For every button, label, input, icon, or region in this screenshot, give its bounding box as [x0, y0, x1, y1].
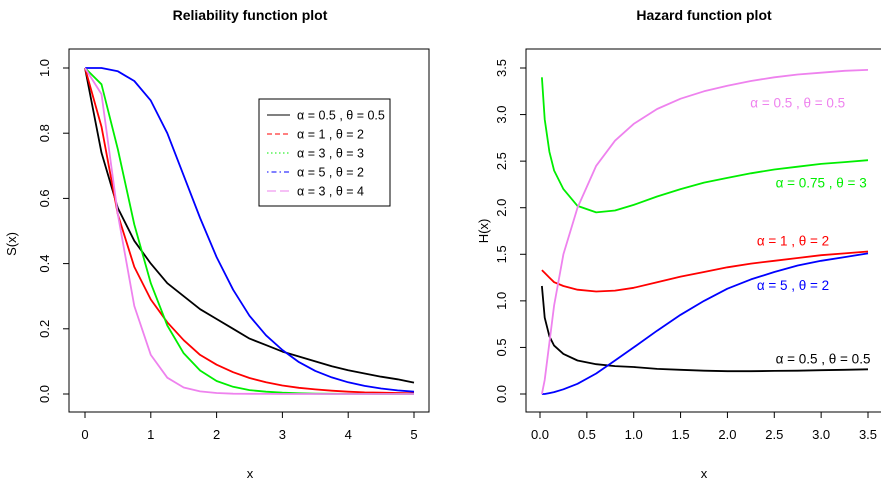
reliability-y-axis-label: S(x): [4, 232, 19, 256]
hazard-annotation-4: α = 5 , θ = 2: [757, 278, 829, 293]
hazard-annotation-1: α = 0.5 , θ = 0.5: [750, 95, 845, 110]
hazard-x-tick-label: 1.0: [625, 427, 643, 442]
hazard-x-tick-label: 0.0: [531, 427, 549, 442]
hazard-y-tick-label: 2.0: [494, 199, 509, 217]
hazard-y-tick-label: 1.0: [494, 292, 509, 310]
reliability-series-line-4: [85, 67, 415, 393]
hazard-y-tick-label: 0.5: [494, 338, 509, 356]
reliability-series-line-2: [84, 67, 415, 395]
hazard-x-tick-label: 2.5: [765, 427, 783, 442]
reliability-x-tick-label: 2: [213, 427, 220, 442]
reliability-y-tick-label: 0.8: [37, 124, 52, 142]
reliability-plot-frame: [68, 48, 430, 413]
hazard-annotation-5: α = 0.5 , θ = 0.5: [776, 352, 871, 367]
hazard-annotation-3: α = 1 , θ = 2: [757, 233, 829, 248]
reliability-series-line-1: [84, 67, 415, 384]
legend-box: [258, 98, 391, 207]
reliability-y-tick-label: 1.0: [37, 59, 52, 77]
hazard-series-line-4: [541, 252, 869, 395]
hazard-x-axis-label: x: [701, 466, 708, 481]
hazard-annotation-2: α = 0.75 , θ = 3: [776, 176, 867, 191]
reliability-x-tick-label: 0: [81, 427, 88, 442]
reliability-y-tick-label: 0.2: [37, 320, 52, 338]
reliability-y-tick-label: 0.4: [37, 255, 52, 273]
hazard-x-tick-label: 0.5: [578, 427, 596, 442]
legend-label-4: α = 5 , θ = 2: [297, 166, 364, 180]
legend-label-2: α = 1 , θ = 2: [297, 128, 364, 142]
reliability-x-tick-label: 4: [345, 427, 352, 442]
legend-label-3: α = 3 , θ = 3: [297, 147, 364, 161]
hazard-series-line-1: [541, 285, 869, 373]
hazard-y-tick-label: 3.5: [494, 59, 509, 77]
reliability-x-tick-label: 3: [279, 427, 286, 442]
reliability-y-tick-label: 0.6: [37, 189, 52, 207]
hazard-y-axis-label: H(x): [476, 219, 491, 244]
legend-label-1: α = 0.5 , θ = 0.5: [297, 109, 385, 123]
hazard-y-tick-label: 3.0: [494, 106, 509, 124]
hazard-x-tick-label: 3.0: [812, 427, 830, 442]
reliability-x-tick-label: 5: [410, 427, 417, 442]
hazard-x-tick-label: 3.5: [859, 427, 877, 442]
hazard-series-line-3: [541, 77, 869, 214]
hazard-y-tick-label: 0.0: [494, 385, 509, 403]
hazard-plot-frame: [525, 48, 881, 413]
reliability-y-tick-label: 0.0: [37, 385, 52, 403]
hazard-y-tick-label: 1.5: [494, 245, 509, 263]
hazard-series-line-2: [541, 250, 869, 293]
reliability-x-axis-label: x: [247, 466, 254, 481]
hazard-x-tick-label: 2.0: [718, 427, 736, 442]
reliability-chart: Reliability function plot x S(x) 0 1 2 3 4 5 0…: [4, 7, 430, 481]
reliability-x-tick-label: 1: [147, 427, 154, 442]
hazard-x-tick-label: 1.5: [672, 427, 690, 442]
hazard-chart-title: Hazard function plot: [636, 7, 772, 23]
legend-label-5: α = 3 , θ = 4: [297, 185, 364, 199]
hazard-y-tick-label: 2.5: [494, 152, 509, 170]
reliability-series-line-5: [84, 67, 414, 395]
reliability-chart-title: Reliability function plot: [173, 7, 328, 23]
hazard-series-line-5: [541, 69, 869, 395]
hazard-chart: Hazard function plot x H(x) 0.0 0.5 1.0 1.5…: [476, 7, 881, 481]
